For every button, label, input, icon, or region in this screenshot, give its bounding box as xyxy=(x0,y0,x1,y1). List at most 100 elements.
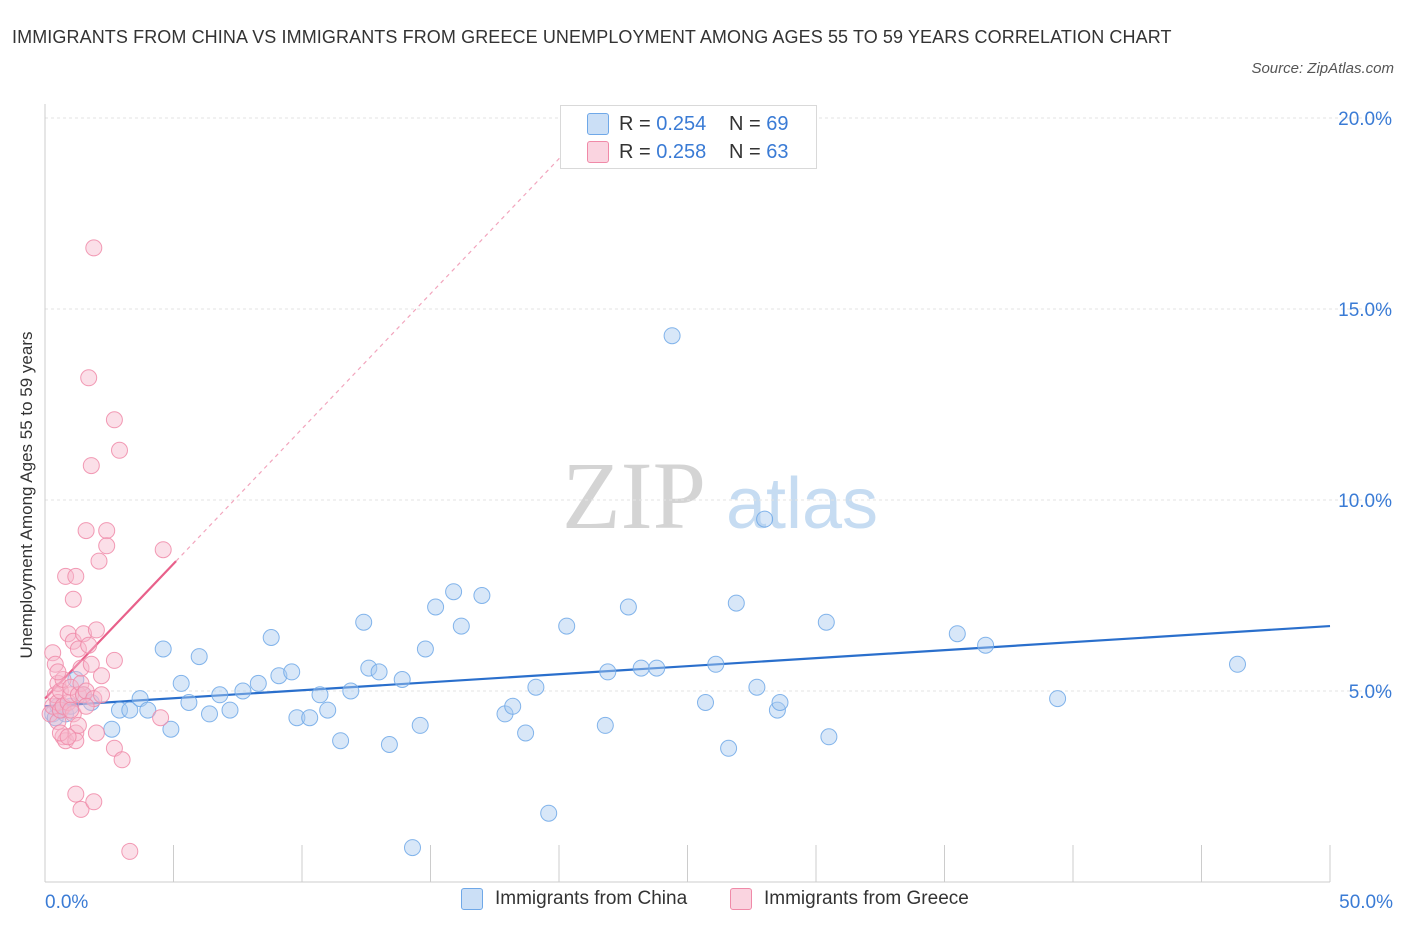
china-point xyxy=(817,613,835,631)
china-point xyxy=(121,701,139,719)
greece-point xyxy=(80,636,98,654)
series-legend: Immigrants from China Immigrants from Gr… xyxy=(0,888,1406,916)
china-point xyxy=(139,701,157,719)
series-greece xyxy=(41,239,172,860)
china-point xyxy=(393,671,411,688)
china-point xyxy=(632,659,650,677)
n-stat-china: N = 69 xyxy=(729,112,789,135)
r-stat-china: R = 0.254 xyxy=(619,112,707,135)
china-point xyxy=(416,640,434,658)
greece-point xyxy=(64,590,82,608)
gridlines xyxy=(45,117,1390,692)
china-point xyxy=(201,705,218,723)
data-points xyxy=(41,239,1246,860)
china-point xyxy=(262,629,280,646)
china-point xyxy=(332,732,350,750)
china-point xyxy=(599,663,617,681)
trend-lines xyxy=(44,136,1331,708)
n-stat-greece: N = 63 xyxy=(729,140,789,163)
china-point xyxy=(301,709,319,727)
china-point xyxy=(517,724,535,742)
greece-point xyxy=(51,724,69,742)
china-trend-line xyxy=(44,624,1331,708)
china-point xyxy=(319,701,337,719)
y-tick-label: 15.0% xyxy=(1338,300,1392,321)
china-point xyxy=(221,701,239,719)
greece-point xyxy=(98,537,116,555)
china-point xyxy=(342,682,360,700)
tick-labels: 5.0% 10.0% 15.0% 20.0% 0.0% 50.0% xyxy=(45,109,1393,913)
china-point xyxy=(977,636,995,654)
china-point xyxy=(370,663,388,681)
chart-title: IMMIGRANTS FROM CHINA VS IMMIGRANTS FROM… xyxy=(12,27,1172,47)
china-point xyxy=(596,716,614,734)
greece-point xyxy=(90,552,108,570)
greece-point xyxy=(121,842,139,860)
legend-label-china: Immigrants from China xyxy=(495,888,688,909)
china-point xyxy=(355,613,373,631)
greece-point xyxy=(85,239,103,257)
legend-item-china[interactable]: Immigrants from China xyxy=(461,888,687,910)
greece-swatch xyxy=(587,141,609,163)
greece-point xyxy=(87,621,105,639)
greece-point xyxy=(111,441,128,459)
china-point xyxy=(504,697,522,715)
china-point xyxy=(311,686,329,704)
china-point xyxy=(211,686,229,704)
china-point xyxy=(283,663,301,681)
greece-point xyxy=(82,457,100,475)
china-point xyxy=(270,667,288,685)
china-point xyxy=(111,701,128,719)
watermark: ZIP atlas xyxy=(562,442,878,549)
greece-point xyxy=(98,522,116,540)
greece-point xyxy=(87,724,105,742)
greece-legend-swatch xyxy=(730,888,752,910)
correlation-legend: R = 0.254 N = 69 R = 0.258 N = 63 xyxy=(560,105,817,169)
greece-point xyxy=(105,411,123,429)
x-tick-label: 0.0% xyxy=(45,892,88,913)
china-point xyxy=(527,678,545,696)
x-tick-label: 50.0% xyxy=(1339,892,1393,913)
china-point xyxy=(180,694,198,711)
china-point xyxy=(380,736,398,753)
china-point xyxy=(720,739,738,757)
y-tick-label: 20.0% xyxy=(1338,109,1392,130)
greece-point xyxy=(152,709,170,727)
china-point xyxy=(663,327,681,345)
axes xyxy=(44,104,1331,883)
china-point xyxy=(162,720,180,738)
greece-point xyxy=(49,663,67,681)
china-point xyxy=(558,617,576,635)
greece-point xyxy=(154,541,172,559)
greece-point xyxy=(69,716,87,734)
china-point xyxy=(452,617,470,635)
china-point xyxy=(404,839,421,857)
greece-point xyxy=(59,728,77,746)
watermark-zip: ZIP xyxy=(562,442,706,549)
china-swatch xyxy=(587,113,609,135)
china-point xyxy=(948,625,966,643)
greece-point xyxy=(105,651,123,669)
china-point xyxy=(445,583,463,601)
china-point xyxy=(288,709,306,727)
china-point xyxy=(619,598,637,616)
china-point xyxy=(234,682,252,700)
china-point xyxy=(820,728,838,746)
china-point xyxy=(1229,655,1246,673)
greece-point xyxy=(67,785,85,803)
china-point xyxy=(154,640,172,658)
greece-point xyxy=(77,522,95,540)
r-stat-greece: R = 0.258 xyxy=(619,140,707,163)
greece-point xyxy=(80,369,98,387)
y-tick-label: 5.0% xyxy=(1349,682,1392,703)
china-legend-swatch xyxy=(461,888,483,910)
china-point xyxy=(697,694,714,711)
china-point xyxy=(172,674,190,692)
china-point xyxy=(427,598,445,616)
china-point xyxy=(249,674,267,692)
china-point xyxy=(727,594,745,612)
legend-item-greece[interactable]: Immigrants from Greece xyxy=(730,888,969,910)
china-point xyxy=(190,648,208,666)
china-point xyxy=(1049,690,1067,708)
